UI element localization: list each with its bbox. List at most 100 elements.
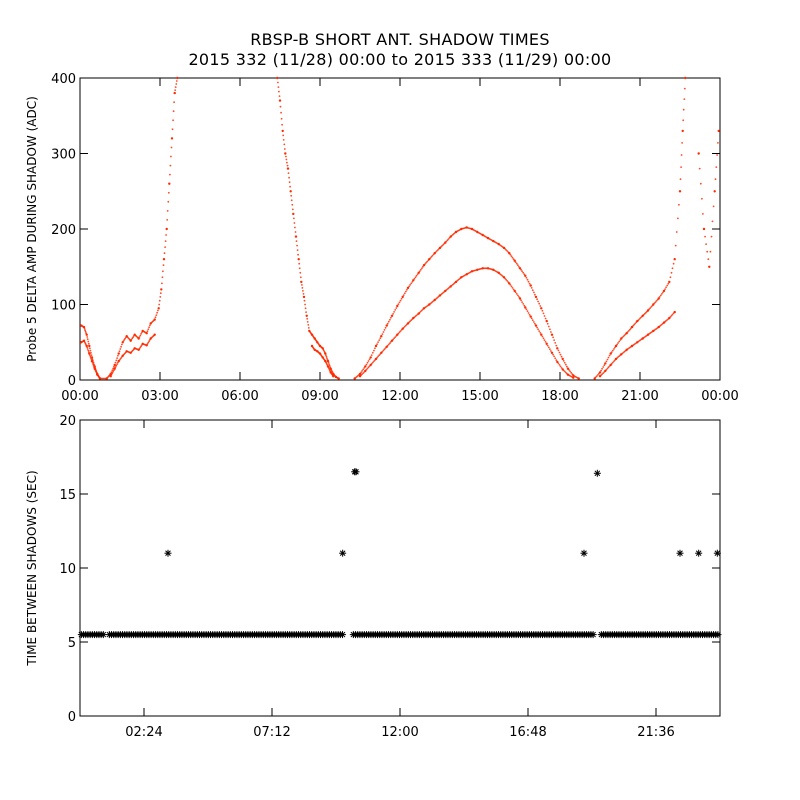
top-trace-dot-s0 (569, 370, 571, 373)
top-point-s0 (157, 307, 160, 310)
top-trace-dot-s0 (283, 143, 286, 146)
top-trace-dot-s0 (170, 146, 173, 149)
top-point-s1 (529, 315, 532, 318)
top-trace-dot-s0 (170, 155, 172, 158)
top-trace-dot-s0 (393, 311, 395, 313)
top-point-s0 (88, 344, 91, 348)
top-point-s0 (165, 227, 168, 231)
bottom-y-tick-label: 10 (59, 562, 76, 577)
top-trace-dot-s0 (426, 260, 429, 263)
top-trace-dot-s0 (289, 185, 291, 188)
top-trace-dot-s0 (298, 267, 301, 270)
top-point-s0 (286, 167, 290, 170)
bottom-outlier-marker (339, 549, 347, 557)
top-trace-dot-s0 (376, 343, 378, 345)
bottom-y-tick-label: 0 (68, 710, 76, 725)
top-trace-dot-s0 (86, 338, 89, 341)
top-point-s0 (529, 284, 532, 287)
top-trace-dot-s1 (553, 355, 555, 358)
top-trace-dot-s0 (682, 108, 685, 111)
top-trace-dot-s0 (414, 276, 417, 279)
top-trace-dot-s1 (536, 326, 538, 329)
bottom-x-tick-label: 12:00 (381, 725, 418, 740)
top-point-s0 (681, 129, 684, 133)
top-trace-dot-s0 (642, 313, 645, 316)
bottom-outlier-marker-stroke (581, 550, 587, 557)
top-trace-dot-s1 (528, 313, 531, 316)
top-trace-dot-s0 (701, 197, 703, 200)
top-point-s0 (289, 190, 292, 193)
top-trace-dot-s1 (394, 336, 397, 338)
top-point-s0 (117, 352, 120, 355)
top-trace-dot-s1 (560, 367, 563, 369)
top-trace-dot-s1 (552, 353, 554, 356)
top-trace-dot-s0 (511, 256, 514, 259)
top-trace-dot-s0 (87, 342, 90, 345)
top-trace-dot-s0 (304, 303, 306, 306)
bottom-baseline-marker-stroke (100, 631, 107, 638)
top-trace-dot-s0 (362, 368, 365, 371)
top-trace-dot-s0 (361, 370, 363, 372)
top-trace-dot-s0 (649, 307, 651, 309)
top-point-s0 (598, 371, 602, 374)
top-trace-dot-s0 (172, 119, 175, 122)
top-trace-dot-s0 (89, 349, 92, 352)
top-trace-dot-s0 (146, 330, 149, 333)
top-trace-dot-s0 (553, 339, 555, 341)
top-trace-dot-s0 (611, 349, 614, 352)
top-trace-dot-s0 (522, 271, 525, 274)
top-trace-dot-s0 (139, 334, 142, 337)
top-trace-dot-s0 (603, 364, 606, 367)
top-point-s0 (577, 377, 580, 380)
top-trace-dot-s1 (410, 319, 413, 322)
top-trace-dot-s0 (390, 316, 392, 319)
top-point-s1 (90, 359, 94, 363)
top-trace-dot-s0 (166, 219, 169, 221)
top-point-s0 (302, 295, 306, 299)
top-trace-dot-s0 (717, 142, 719, 144)
top-trace-dot-s1 (389, 342, 391, 345)
bottom-y-tick-label: 5 (68, 636, 76, 651)
bottom-outlier-marker-stroke (714, 550, 721, 557)
top-point-s0 (406, 286, 410, 290)
top-trace-dot-s0 (368, 358, 371, 361)
top-point-s0 (374, 344, 378, 348)
top-trace-dot-s0 (162, 264, 165, 267)
bottom-outlier-marker (164, 549, 172, 557)
top-trace-dot-s0 (89, 347, 91, 350)
top-trace-dot-s0 (661, 293, 663, 295)
bottom-outlier-marker-stroke (339, 550, 346, 557)
top-trace-dot-s1 (534, 322, 536, 325)
top-trace-dot-s0 (445, 240, 448, 243)
top-point-s0 (708, 265, 711, 268)
top-trace-dot-s0 (566, 365, 568, 368)
top-point-s0 (697, 152, 700, 155)
top-trace-dot-s0 (366, 361, 369, 364)
top-trace-dot-s1 (611, 361, 614, 364)
top-trace-dot-s0 (294, 226, 296, 229)
top-trace-dot-s0 (634, 322, 637, 325)
top-trace-dot-s1 (510, 285, 513, 288)
top-trace-dot-s0 (304, 307, 307, 310)
top-trace-dot-s1 (669, 316, 672, 318)
top-trace-dot-s0 (627, 329, 630, 332)
top-trace-dot-s0 (154, 316, 157, 319)
top-trace-dot-s0 (296, 244, 298, 247)
top-trace-dot-s0 (116, 357, 118, 359)
top-trace-dot-s0 (562, 359, 565, 362)
top-trace-dot-s0 (618, 340, 621, 343)
top-point-s0 (324, 352, 327, 355)
top-trace-dot-s0 (568, 369, 570, 371)
delta-amp-panel: 00:00 03:00 06:00 09:00 12:00 15:00 18:00 21:00… (25, 72, 739, 404)
top-trace-dot-s1 (557, 362, 560, 365)
top-trace-dot-s1 (546, 344, 549, 347)
top-trace-dot-s1 (526, 310, 529, 312)
bottom-baseline-marker-stroke (590, 631, 596, 638)
top-trace-dot-s0 (288, 176, 290, 179)
top-trace-dot-s0 (702, 213, 704, 215)
top-point-s1 (572, 376, 575, 379)
top-trace-dot-s0 (429, 257, 432, 259)
top-trace-dot-s0 (653, 302, 656, 305)
top-point-s0 (137, 337, 140, 340)
bottom-outlier-marker-stroke (353, 468, 359, 475)
